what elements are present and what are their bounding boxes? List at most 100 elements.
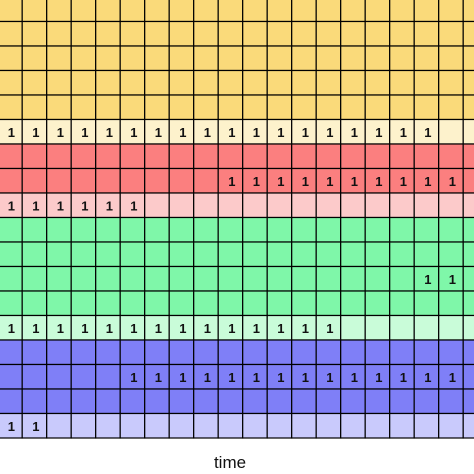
grid-cell: [291, 118, 317, 145]
grid-cell: [462, 216, 474, 243]
grid-cell: [413, 339, 440, 366]
grid-cell: [193, 20, 219, 47]
grid-cell: [0, 339, 23, 366]
grid-cell: [95, 216, 121, 243]
grid-cell: [217, 388, 244, 415]
grid-cell: [266, 143, 293, 170]
grid-cell: [462, 314, 474, 341]
grid-cell: [242, 363, 268, 390]
grid-cell: [242, 241, 268, 268]
grid-cell: [291, 412, 317, 439]
grid-cell: [0, 388, 23, 415]
cell-value-one: 1: [326, 125, 333, 140]
grid-cell: [119, 69, 146, 96]
cell-value-one: 1: [302, 321, 309, 336]
grid-cell: [340, 339, 366, 366]
grid-cell: [193, 339, 219, 366]
grid-cell: [315, 241, 342, 268]
cell-value-one: 1: [155, 370, 162, 385]
grid-cell: [0, 265, 23, 292]
grid-cell: [70, 167, 97, 194]
grid-cell: [119, 241, 146, 268]
grid-cell: [266, 339, 293, 366]
grid-row-green: 111: [0, 265, 474, 292]
cell-value-one: 1: [277, 321, 284, 336]
cell-value-one: 1: [204, 125, 211, 140]
grid-cell: [21, 143, 48, 170]
grid-cell: [462, 118, 474, 145]
grid-cell: [119, 412, 146, 439]
grid-cell: [413, 192, 440, 219]
grid-cell: [389, 241, 415, 268]
grid-cell: [438, 290, 464, 317]
grid-cell: [242, 69, 268, 96]
grid-cell: [364, 265, 391, 292]
grid-cell: [70, 290, 97, 317]
grid-row-red: [0, 143, 474, 170]
grid-cell: [217, 0, 244, 23]
grid-cell: [217, 339, 244, 366]
grid-cell: [144, 265, 170, 292]
cell-value-one: 1: [253, 370, 260, 385]
grid-cell: [291, 290, 317, 317]
grid-cell: [389, 94, 415, 121]
grid-cell: [95, 241, 121, 268]
grid-cell: [438, 388, 464, 415]
cell-value-one: 1: [253, 174, 260, 189]
grid-cell: [315, 339, 342, 366]
grid-cell: [193, 216, 219, 243]
grid-cell: [266, 290, 293, 317]
grid-cell: [217, 167, 244, 194]
cell-value-one: 1: [424, 125, 431, 140]
grid-cell: [315, 363, 342, 390]
grid-cell: [46, 192, 72, 219]
grid-cell: [46, 20, 72, 47]
grid-cell: [291, 69, 317, 96]
grid-cell: [266, 45, 293, 72]
grid-cell: [95, 290, 121, 317]
grid-row-yellow: [0, 0, 474, 23]
grid-cell: [193, 314, 219, 341]
grid-cell: [168, 167, 195, 194]
grid-cell: [21, 167, 48, 194]
grid-cell: [462, 0, 474, 23]
cell-value-one: 1: [130, 370, 137, 385]
grid-cell: [291, 265, 317, 292]
grid-cell: [70, 0, 97, 23]
grid-cell: [217, 45, 244, 72]
cell-value-one: 1: [130, 321, 137, 336]
grid-cell: [70, 314, 97, 341]
grid-cell: [70, 216, 97, 243]
grid-cell: [266, 412, 293, 439]
grid-cell: [0, 290, 23, 317]
grid-row-yellow: 1 1 1 1 1 1 1 1 1 1 1 1 1 1 1 1 1 1: [0, 118, 474, 145]
grid-cell: [242, 0, 268, 23]
grid-cell: [0, 69, 23, 96]
grid-cell: [168, 143, 195, 170]
grid-cell: [315, 290, 342, 317]
grid-cell: [46, 94, 72, 121]
grid-cell: [340, 290, 366, 317]
grid-cell: [438, 69, 464, 96]
grid-cell: [168, 45, 195, 72]
cell-value-one: 1: [57, 125, 64, 140]
grid-cell: [70, 45, 97, 72]
grid-cell: [315, 192, 342, 219]
grid-cell: [144, 216, 170, 243]
grid-cell: [70, 412, 97, 439]
grid-cell: [217, 265, 244, 292]
grid-cell: [0, 363, 23, 390]
grid-cell: [291, 45, 317, 72]
grid-cell: [438, 143, 464, 170]
grid-cell: [389, 339, 415, 366]
cell-value-one: 1: [277, 125, 284, 140]
grid-cell: [389, 20, 415, 47]
cell-value-one: 1: [400, 370, 407, 385]
cell-value-one: 1: [253, 321, 260, 336]
time-axis-label: time: [213, 453, 247, 472]
cell-value-one: 1: [8, 321, 15, 336]
grid-cell: [364, 94, 391, 121]
grid-cell: [389, 363, 415, 390]
grid-cell: [315, 216, 342, 243]
